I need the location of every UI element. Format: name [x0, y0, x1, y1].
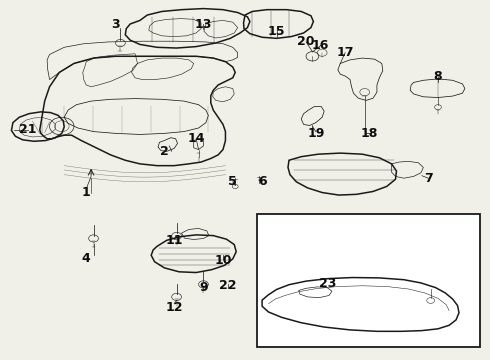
Bar [257, 214, 480, 347]
Text: 18: 18 [361, 127, 378, 140]
Text: 14: 14 [187, 132, 205, 145]
Text: 13: 13 [195, 18, 212, 31]
Text: 7: 7 [424, 172, 433, 185]
Text: 1: 1 [82, 186, 91, 199]
Text: 16: 16 [312, 39, 329, 52]
Text: 12: 12 [166, 301, 183, 314]
Text: 2: 2 [160, 145, 169, 158]
Text: 11: 11 [166, 234, 183, 247]
Text: 20: 20 [297, 35, 315, 49]
Text: 9: 9 [199, 281, 208, 294]
Text: 3: 3 [111, 18, 120, 31]
Text: 19: 19 [307, 127, 324, 140]
Text: 6: 6 [258, 175, 267, 188]
Text: 10: 10 [214, 254, 232, 267]
Text: 17: 17 [337, 46, 354, 59]
Text: 23: 23 [319, 278, 337, 291]
Text: 8: 8 [434, 69, 442, 82]
Text: 22: 22 [219, 279, 237, 292]
Text: 4: 4 [82, 252, 91, 265]
Text: 21: 21 [19, 123, 36, 136]
Text: 15: 15 [268, 25, 286, 38]
Text: 5: 5 [228, 175, 237, 188]
